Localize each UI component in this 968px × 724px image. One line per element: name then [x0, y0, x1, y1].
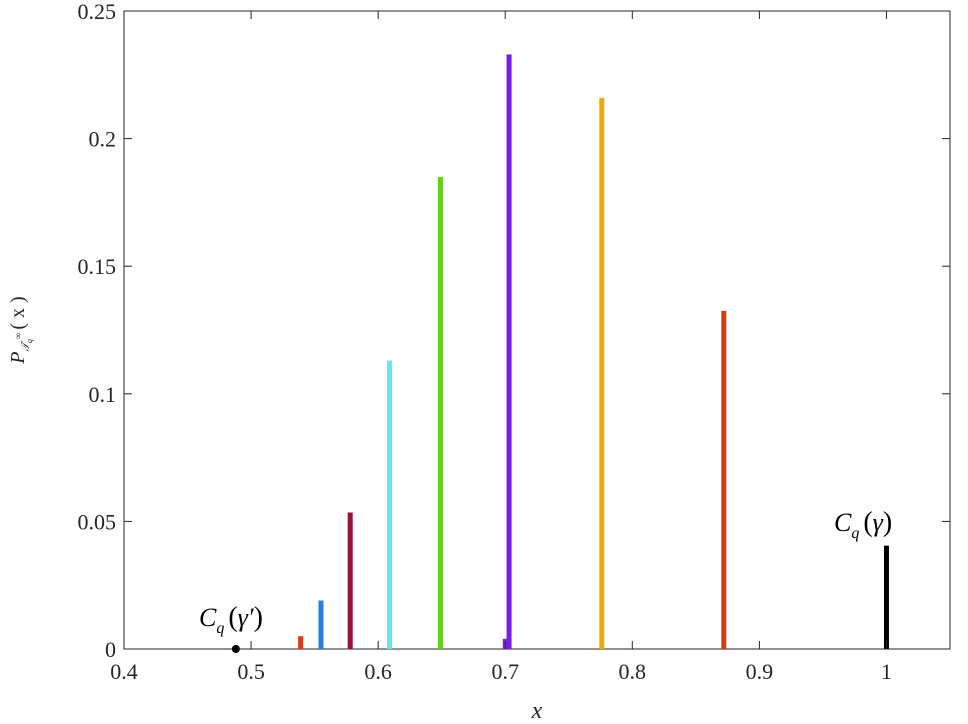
- marker-point: [231, 645, 240, 653]
- x-tick-label: 0.6: [364, 659, 392, 684]
- bar-0-7: [599, 97, 605, 649]
- svg-text:P𝒯q∞( x ): P𝒯q∞( x ): [7, 296, 34, 364]
- y-axis-title: P𝒯q∞( x ): [7, 296, 34, 364]
- y-axis-title-sup: ∞: [13, 333, 23, 339]
- x-tick-label: 0.9: [746, 659, 774, 684]
- y-tick-label: 0: [105, 637, 116, 662]
- x-tick-label: 0.7: [491, 659, 519, 684]
- y-tick-label: 0.1: [89, 382, 117, 407]
- y-tick-label: 0.05: [78, 509, 117, 534]
- bar-0-3: [387, 360, 393, 649]
- y-tick-label: 0.2: [89, 127, 117, 152]
- plot-frame: [123, 10, 951, 650]
- x-tick-label: 0.8: [619, 659, 647, 684]
- x-tick-label: 0.4: [110, 659, 138, 684]
- bar-0-6: [506, 54, 512, 650]
- y-axis-title-subsub: q: [25, 339, 34, 343]
- annotation-cq-gamma-prime: Cq (γ′): [199, 602, 263, 637]
- annotation-cq-gamma: Cq (γ): [834, 507, 892, 542]
- bars-group: [231, 54, 889, 653]
- bar-0-9: [883, 545, 889, 649]
- bar-0-0: [298, 636, 304, 649]
- bar-0-1: [318, 600, 324, 649]
- x-axis-title: x: [531, 698, 543, 724]
- x-tick-label: 1: [881, 659, 892, 684]
- x-tick-label: 0.5: [237, 659, 265, 684]
- y-axis-title-base: P: [7, 351, 29, 364]
- bar-0-8: [721, 310, 727, 649]
- y-axis-title-arg: ( x ): [7, 296, 29, 329]
- ticks-group: 0.4 0.5 0.6 0.7 0.8 0.9 1 0 0.05 0.1 0.15 0.2 0.25: [78, 0, 950, 684]
- y-tick-label: 0.15: [78, 254, 117, 279]
- bar-0-2: [347, 512, 353, 649]
- bar-0-4: [437, 176, 443, 649]
- y-tick-label: 0.25: [78, 0, 117, 24]
